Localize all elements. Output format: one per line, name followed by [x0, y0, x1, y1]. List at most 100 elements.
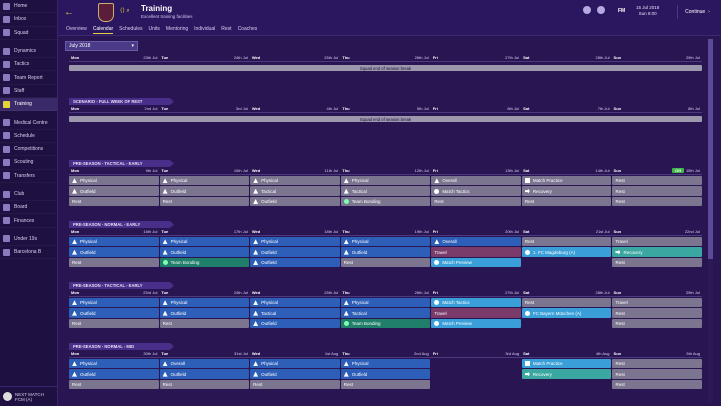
- session-cell[interactable]: Match Preview: [431, 257, 521, 268]
- session-cell[interactable]: Match Tactics: [431, 298, 521, 308]
- session-cell[interactable]: Match Tactics: [431, 186, 521, 196]
- session-cell[interactable]: Rest: [340, 257, 431, 268]
- session-cell[interactable]: Tactical: [250, 308, 340, 318]
- session-cell[interactable]: Rest: [521, 298, 612, 308]
- session-cell[interactable]: Rest: [69, 196, 159, 207]
- session-cell[interactable]: Rest: [612, 369, 703, 379]
- sidebar-item-home[interactable]: Home: [0, 0, 57, 14]
- help-icon[interactable]: [597, 6, 605, 14]
- session-cell[interactable]: Rest: [612, 196, 703, 207]
- session-cell[interactable]: Outfield: [69, 369, 159, 379]
- session-cell[interactable]: Physical: [340, 359, 431, 369]
- session-cell[interactable]: Outfield: [250, 257, 340, 268]
- session-cell[interactable]: Physical: [69, 237, 159, 247]
- next-match[interactable]: NEXT MATCH FCM (A): [0, 386, 58, 406]
- sidebar-item-under-19s[interactable]: Under 19s: [0, 233, 57, 247]
- tab-schedules[interactable]: Schedules: [119, 26, 143, 32]
- session-cell[interactable]: Physical: [250, 237, 340, 247]
- session-cell[interactable]: Rest: [612, 257, 703, 268]
- session-cell[interactable]: Team Bonding: [340, 318, 431, 329]
- session-cell[interactable]: Outfield: [159, 308, 250, 318]
- sidebar-item-club[interactable]: Club: [0, 188, 57, 202]
- session-cell[interactable]: Recovery: [521, 186, 612, 196]
- session-cell[interactable]: Rest: [521, 237, 612, 247]
- tab-rest[interactable]: Rest: [221, 26, 232, 32]
- sidebar-item-board[interactable]: Board: [0, 201, 57, 215]
- session-cell[interactable]: Rest: [250, 379, 340, 390]
- sidebar-item-competitions[interactable]: Competitions: [0, 143, 57, 157]
- session-cell[interactable]: Physical: [250, 359, 340, 369]
- session-cell[interactable]: Physical: [340, 298, 431, 308]
- week-schedule-label[interactable]: SCENARIO - FULL WEEK OF REST: [69, 98, 174, 105]
- session-cell[interactable]: Tactical: [250, 186, 340, 196]
- session-cell[interactable]: Physical: [250, 298, 340, 308]
- session-cell[interactable]: Rest: [431, 196, 521, 207]
- continue-button[interactable]: Continue: [677, 5, 717, 19]
- crest-nav-icons[interactable]: ⟨⟩ ⌕: [120, 8, 130, 14]
- sidebar-item-tactics[interactable]: Tactics: [0, 58, 57, 72]
- session-cell[interactable]: Team Bonding: [340, 196, 431, 207]
- session-cell[interactable]: Rest: [69, 379, 159, 390]
- session-cell[interactable]: Rest: [612, 176, 703, 186]
- session-cell[interactable]: Recovery: [612, 247, 703, 257]
- session-cell[interactable]: Travel: [431, 308, 521, 318]
- session-cell[interactable]: Tactical: [340, 308, 431, 318]
- session-cell[interactable]: Team Bonding: [159, 257, 250, 268]
- sidebar-item-medical-centre[interactable]: Medical Centre: [0, 116, 57, 130]
- session-cell[interactable]: Match Practice: [521, 176, 612, 186]
- sidebar-item-team-report[interactable]: Team Report: [0, 71, 57, 85]
- session-cell[interactable]: Travel: [431, 247, 521, 257]
- session-cell[interactable]: Rest: [612, 318, 703, 329]
- session-cell[interactable]: Rest: [612, 308, 703, 318]
- scrollbar[interactable]: [708, 39, 713, 403]
- sidebar-item-schedule[interactable]: Schedule: [0, 130, 57, 143]
- back-arrow-icon[interactable]: ←: [64, 7, 74, 18]
- session-cell[interactable]: Outfield: [69, 186, 159, 196]
- profile-icon[interactable]: [583, 6, 591, 14]
- session-cell[interactable]: Rest: [159, 318, 250, 329]
- sidebar-item-training[interactable]: Training: [0, 98, 57, 112]
- sidebar-item-transfers[interactable]: Transfers: [0, 170, 57, 183]
- session-cell[interactable]: Rest: [612, 186, 703, 196]
- session-cell[interactable]: Outfield: [159, 369, 250, 379]
- session-cell[interactable]: Outfield: [340, 247, 431, 257]
- session-cell[interactable]: Physical: [69, 298, 159, 308]
- session-cell[interactable]: Physical: [159, 176, 250, 186]
- month-select[interactable]: July 2018: [65, 41, 138, 51]
- session-cell[interactable]: Overall: [159, 359, 250, 369]
- session-cell[interactable]: Travel: [612, 237, 703, 247]
- session-cell[interactable]: Rest: [159, 379, 250, 390]
- session-cell[interactable]: Rest: [612, 379, 703, 390]
- session-cell[interactable]: Rest: [159, 196, 250, 207]
- session-cell[interactable]: Rest: [340, 379, 431, 390]
- session-cell[interactable]: Physical: [159, 298, 250, 308]
- tab-calendar[interactable]: Calendar: [92, 26, 114, 32]
- session-cell[interactable]: Physical: [340, 237, 431, 247]
- session-cell[interactable]: Physical: [69, 176, 159, 186]
- session-cell[interactable]: Overall: [431, 176, 521, 186]
- sidebar-item-barcelona-b[interactable]: Barcelona B: [0, 246, 57, 260]
- club-crest[interactable]: [98, 3, 114, 22]
- sidebar-item-finances[interactable]: Finances: [0, 214, 57, 228]
- session-cell[interactable]: Outfield: [159, 247, 250, 257]
- session-cell[interactable]: Rest: [521, 196, 612, 207]
- session-cell[interactable]: Recovery: [521, 369, 612, 379]
- session-cell[interactable]: Tactical: [340, 186, 431, 196]
- session-cell[interactable]: Outfield: [250, 369, 340, 379]
- session-cell[interactable]: Rest: [69, 318, 159, 329]
- sidebar-item-scouting[interactable]: Scouting: [0, 156, 57, 170]
- fm-logo[interactable]: FM: [618, 8, 626, 14]
- session-cell[interactable]: Match Preview: [431, 318, 521, 329]
- sidebar-item-inbox[interactable]: Inbox: [0, 13, 57, 27]
- session-cell[interactable]: Match Practice: [521, 359, 612, 369]
- session-cell[interactable]: Physical: [340, 176, 431, 186]
- sidebar-item-squad[interactable]: Squad: [0, 27, 57, 40]
- session-cell[interactable]: Outfield: [159, 186, 250, 196]
- week-schedule-label[interactable]: PRE-SEASON - NORMAL - MID: [69, 343, 174, 350]
- session-cell[interactable]: Physical: [69, 359, 159, 369]
- session-cell[interactable]: Physical: [250, 176, 340, 186]
- tab-overview[interactable]: Overview: [66, 26, 87, 32]
- week-schedule-label[interactable]: PRE-SEASON - NORMAL - EARLY: [69, 221, 174, 228]
- sidebar-item-dynamics[interactable]: Dynamics: [0, 45, 57, 59]
- week-schedule-label[interactable]: PRE-SEASON - TACTICAL - EARLY: [69, 160, 174, 167]
